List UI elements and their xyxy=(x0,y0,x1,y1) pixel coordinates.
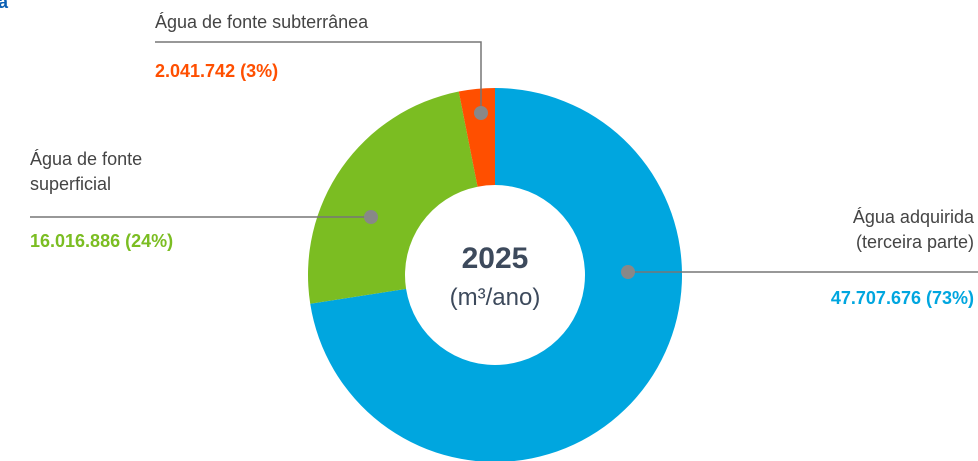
leader-dot xyxy=(364,210,378,224)
center-title: 2025 xyxy=(462,242,529,275)
leader-dot xyxy=(621,265,635,279)
legend-label: Água de fonte superficial xyxy=(30,149,143,194)
leader-dot xyxy=(474,106,488,120)
data-label: 47.707.676 (73%) xyxy=(830,288,974,308)
leader-line xyxy=(155,41,482,113)
data-label: 2.041.742 (3%) xyxy=(155,61,279,81)
chart-title: a xyxy=(0,0,9,12)
slice xyxy=(310,88,682,461)
slice xyxy=(308,91,478,304)
center-subtitle: (m³/ano) xyxy=(450,284,541,311)
legend-label: Água adquirida (terceira parte) xyxy=(852,207,974,252)
data-label: 16.016.886 (24%) xyxy=(30,231,174,251)
legend-label: Água de fonte subterrânea xyxy=(155,12,369,32)
